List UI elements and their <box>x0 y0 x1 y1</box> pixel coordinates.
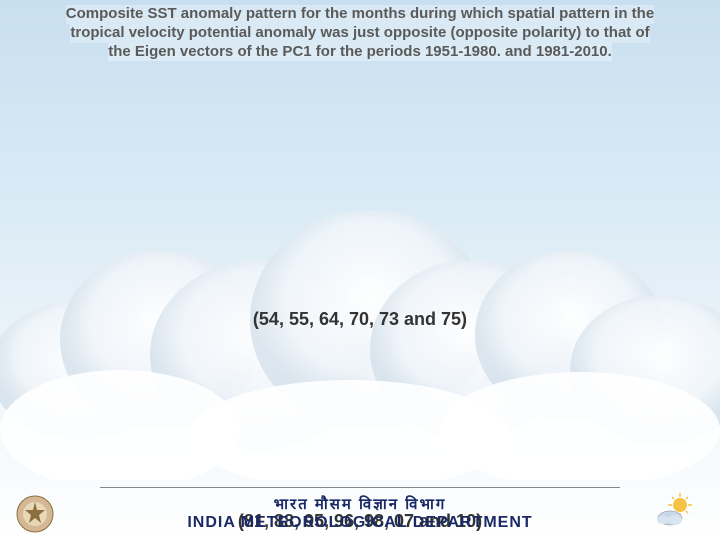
header-line-1: Composite SST anomaly pattern for the mo… <box>66 5 654 24</box>
footer-org-name: भारत मौसम विज्ञान विभाग INDIA METEOROLOG… <box>187 494 532 532</box>
slide-header: Composite SST anomaly pattern for the mo… <box>0 0 720 61</box>
header-line-2: tropical velocity potential anomaly was … <box>70 24 649 43</box>
org-name-hindi: भारत मौसम विज्ञान विभाग <box>187 494 532 514</box>
sun-cloud-icon <box>655 490 695 530</box>
org-name-english: INDIA METEOROLOGICAL DEPARTMENT <box>187 514 532 532</box>
years-period-1: (54, 55, 64, 70, 73 and 75) <box>0 309 720 330</box>
imd-emblem-icon <box>15 494 55 534</box>
header-line-3: the Eigen vectors of the PC1 for the per… <box>108 43 612 62</box>
slide-footer: भारत मौसम विज्ञान विभाग INDIA METEOROLOG… <box>0 487 720 532</box>
clouds-background <box>0 120 720 480</box>
footer-divider <box>100 487 620 488</box>
